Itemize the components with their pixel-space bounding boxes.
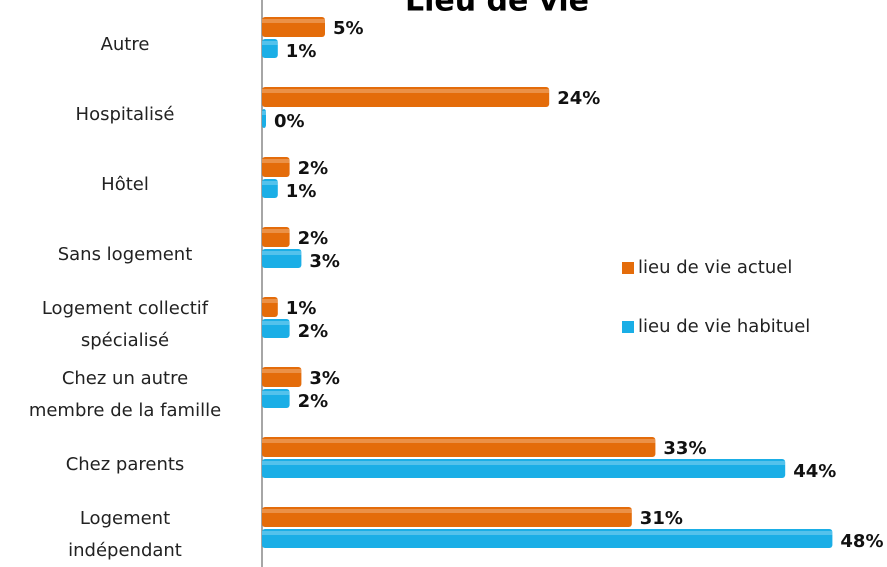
data-label: 33% <box>663 438 706 459</box>
bar-highlight <box>262 321 290 325</box>
bar <box>262 529 833 548</box>
category-label: Hôtel <box>101 174 149 195</box>
bar-highlight <box>262 391 290 395</box>
data-label: 2% <box>298 158 329 179</box>
bar <box>262 157 290 177</box>
legend-label: lieu de vie habituel <box>638 316 810 337</box>
bar <box>262 109 266 128</box>
category-label: Chez un autre membre de la famille <box>28 368 222 421</box>
data-label: 2% <box>298 391 329 412</box>
data-label: 1% <box>286 298 317 319</box>
data-label: 5% <box>333 18 364 39</box>
bar-highlight <box>262 19 325 23</box>
bar <box>262 367 302 387</box>
category-label: Sans logement <box>57 244 193 265</box>
bar-highlight <box>262 159 290 163</box>
bar <box>262 249 302 268</box>
data-label: 3% <box>309 368 340 389</box>
bar-highlight <box>262 229 290 233</box>
data-label: 31% <box>640 508 683 529</box>
data-label: 24% <box>557 88 600 109</box>
bar <box>262 437 656 457</box>
bar <box>262 227 290 247</box>
legend-swatch <box>622 321 634 333</box>
bar <box>262 459 786 478</box>
bar-highlight <box>262 251 302 255</box>
bar-highlight <box>262 299 278 303</box>
data-label: 3% <box>309 251 340 272</box>
data-label: 2% <box>298 321 329 342</box>
category-label: Hospitalisé <box>75 104 175 125</box>
category-label: Autre <box>100 34 150 55</box>
bar-highlight <box>262 439 656 443</box>
bar <box>262 179 278 198</box>
bar <box>262 17 325 37</box>
bar-highlight <box>262 89 550 93</box>
data-label: 1% <box>286 41 317 62</box>
bar <box>262 297 278 317</box>
legend-label: lieu de vie actuel <box>638 257 792 278</box>
bar <box>262 87 550 107</box>
data-label: 1% <box>286 181 317 202</box>
bar-highlight <box>262 111 266 115</box>
bar <box>262 39 278 58</box>
bar-highlight <box>262 181 278 185</box>
bar <box>262 319 290 338</box>
category-label: Logement indépendant <box>68 508 182 561</box>
legend-swatch <box>622 262 634 274</box>
category-label: Logement collectif spécialisé <box>41 298 209 351</box>
bar-highlight <box>262 369 302 373</box>
bar <box>262 507 632 527</box>
data-label: 44% <box>793 461 836 482</box>
bar <box>262 389 290 408</box>
data-label: 0% <box>274 111 305 132</box>
bar-highlight <box>262 509 632 513</box>
bar-highlight <box>262 531 833 535</box>
bar-highlight <box>262 461 786 465</box>
data-label: 2% <box>298 228 329 249</box>
chart-title: Lieu de vie <box>405 0 589 19</box>
bar-highlight <box>262 41 278 45</box>
category-label: Chez parents <box>65 454 185 475</box>
data-label: 48% <box>840 531 883 552</box>
